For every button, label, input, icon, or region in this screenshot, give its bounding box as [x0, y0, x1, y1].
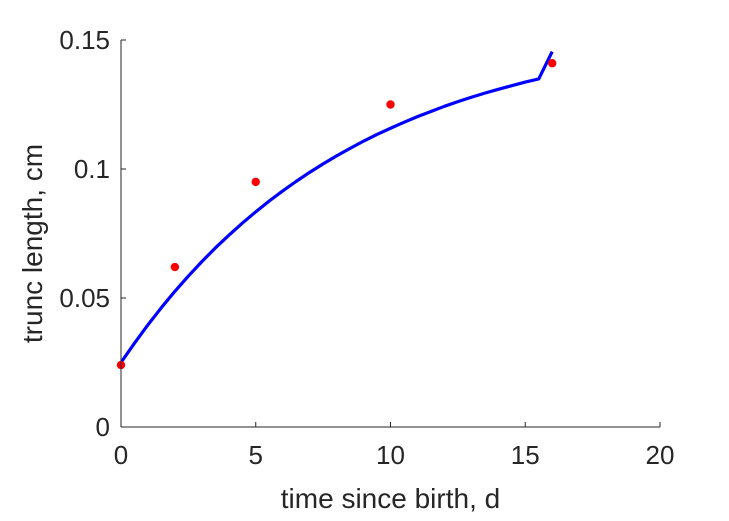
plot-area — [116, 50, 557, 370]
fit-curve — [119, 50, 554, 364]
y-tick-label: 0.15 — [59, 25, 110, 55]
y-tick-label: 0.1 — [74, 154, 110, 184]
y-tick-label: 0.05 — [59, 283, 110, 313]
x-tick-label: 10 — [376, 440, 405, 470]
y-axis-label: trunc length, cm — [17, 144, 48, 343]
x-axis-label: time since birth, d — [281, 483, 500, 514]
y-tick-label: 0 — [96, 412, 110, 442]
x-tick-label: 0 — [114, 440, 128, 470]
x-tick-label: 20 — [646, 440, 675, 470]
data-point — [386, 100, 395, 109]
data-point — [251, 177, 260, 187]
x-tick-label: 5 — [249, 440, 263, 470]
x-tick-label: 15 — [511, 440, 540, 470]
axes: 0 5 10 15 20 0 0.05 0.1 0.15 — [59, 25, 674, 470]
data-point — [170, 262, 180, 272]
data-point — [548, 59, 557, 68]
